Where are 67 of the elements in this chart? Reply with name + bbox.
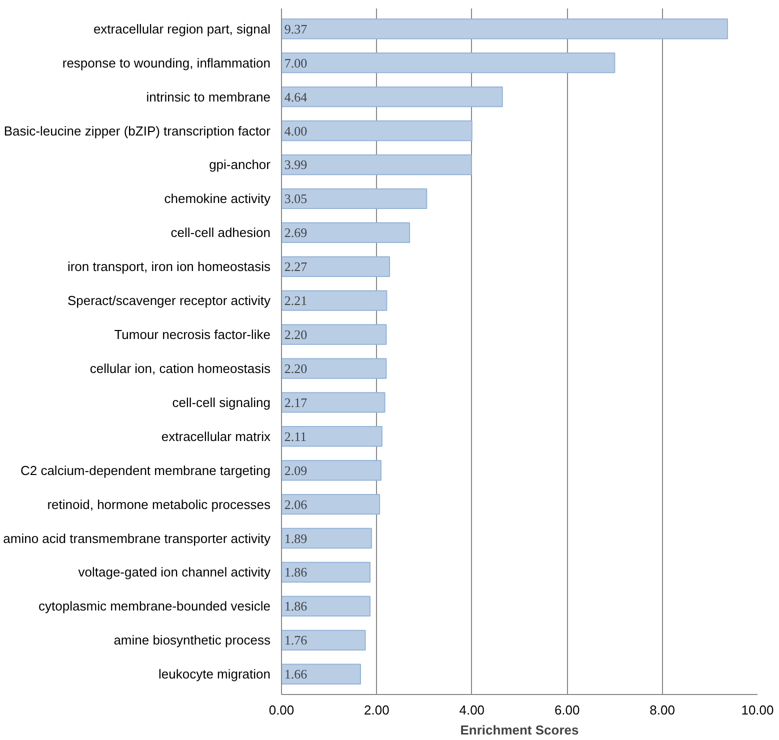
data-label: 4.00 <box>284 123 308 138</box>
y-tick-label: extracellular matrix <box>161 428 271 444</box>
x-tick-label: 10.00 <box>741 702 774 718</box>
bar <box>282 392 386 413</box>
data-label: 1.66 <box>284 666 308 682</box>
bar <box>282 460 382 481</box>
bar <box>282 52 616 74</box>
y-tick-label: Tumour necrosis factor-like <box>114 327 271 342</box>
bar <box>282 324 387 345</box>
data-label: 7.00 <box>284 55 308 70</box>
bar <box>282 426 382 447</box>
bar <box>282 596 371 617</box>
bar <box>282 630 366 651</box>
data-label: 2.09 <box>284 462 308 478</box>
x-tick-label: 2.00 <box>364 702 390 718</box>
data-label: 2.20 <box>284 327 308 342</box>
y-tick-label: Speract/scavenger receptor activity <box>67 293 271 308</box>
data-label: 2.20 <box>284 360 308 376</box>
y-tick-label: Basic-leucine zipper (bZIP) transcription factor <box>4 123 272 138</box>
y-tick-label: iron transport, iron ion homeostasis <box>67 259 271 274</box>
bar <box>282 18 728 40</box>
y-tick-label: amino acid transmembrane transporter activity <box>3 530 271 546</box>
data-label: 1.86 <box>284 598 308 614</box>
bar <box>282 222 410 243</box>
data-label: 1.89 <box>284 530 308 546</box>
y-tick-label: cellular ion, cation homeostasis <box>90 360 271 376</box>
bar <box>282 154 472 176</box>
y-tick-label: leukocyte migration <box>158 666 270 682</box>
data-label: 2.27 <box>284 259 308 274</box>
x-tick-label: 6.00 <box>554 702 580 718</box>
y-tick-label: chemokine activity <box>164 191 271 206</box>
bar <box>282 188 428 210</box>
data-label: 4.64 <box>284 89 308 104</box>
data-label: 2.11 <box>284 428 307 444</box>
y-tick-label: gpi-anchor <box>209 157 272 172</box>
data-label: 1.86 <box>284 564 308 580</box>
y-tick-label: cell-cell adhesion <box>170 225 271 240</box>
x-axis-title: Enrichment Scores <box>460 722 579 738</box>
data-label: 1.76 <box>284 632 308 648</box>
y-tick-label: cytoplasmic membrane-bounded vesicle <box>38 598 271 614</box>
y-tick-label: amine biosynthetic process <box>114 632 271 648</box>
y-tick-label: C2 calcium-dependent membrane targeting <box>20 462 271 478</box>
y-tick-label: intrinsic to membrane <box>146 89 271 104</box>
y-tick-label: cell-cell signaling <box>172 394 271 410</box>
bar <box>282 494 380 515</box>
x-tick-label: 4.00 <box>459 702 485 718</box>
data-label: 2.17 <box>284 394 308 410</box>
x-tick-label: 0.00 <box>268 702 294 718</box>
data-label: 2.06 <box>284 496 308 512</box>
data-label: 9.37 <box>284 21 308 36</box>
data-label: 3.99 <box>284 157 308 172</box>
bar <box>282 256 390 277</box>
y-tick-label: voltage-gated ion channel activity <box>78 564 271 580</box>
y-tick-label: extracellular region part, signal <box>93 21 271 36</box>
data-label: 3.05 <box>284 191 308 206</box>
bar <box>282 86 503 108</box>
y-tick-label: retinoid, hormone metabolic processes <box>47 496 271 512</box>
y-tick-label: response to wounding, inflammation <box>62 55 271 70</box>
data-label: 2.69 <box>284 225 308 240</box>
data-label: 2.21 <box>284 293 308 308</box>
bar <box>282 562 371 583</box>
bar <box>282 120 472 142</box>
bar <box>282 290 388 311</box>
bar <box>282 664 362 684</box>
bar <box>282 528 372 549</box>
bar <box>282 358 387 379</box>
x-tick-label: 8.00 <box>650 702 675 718</box>
